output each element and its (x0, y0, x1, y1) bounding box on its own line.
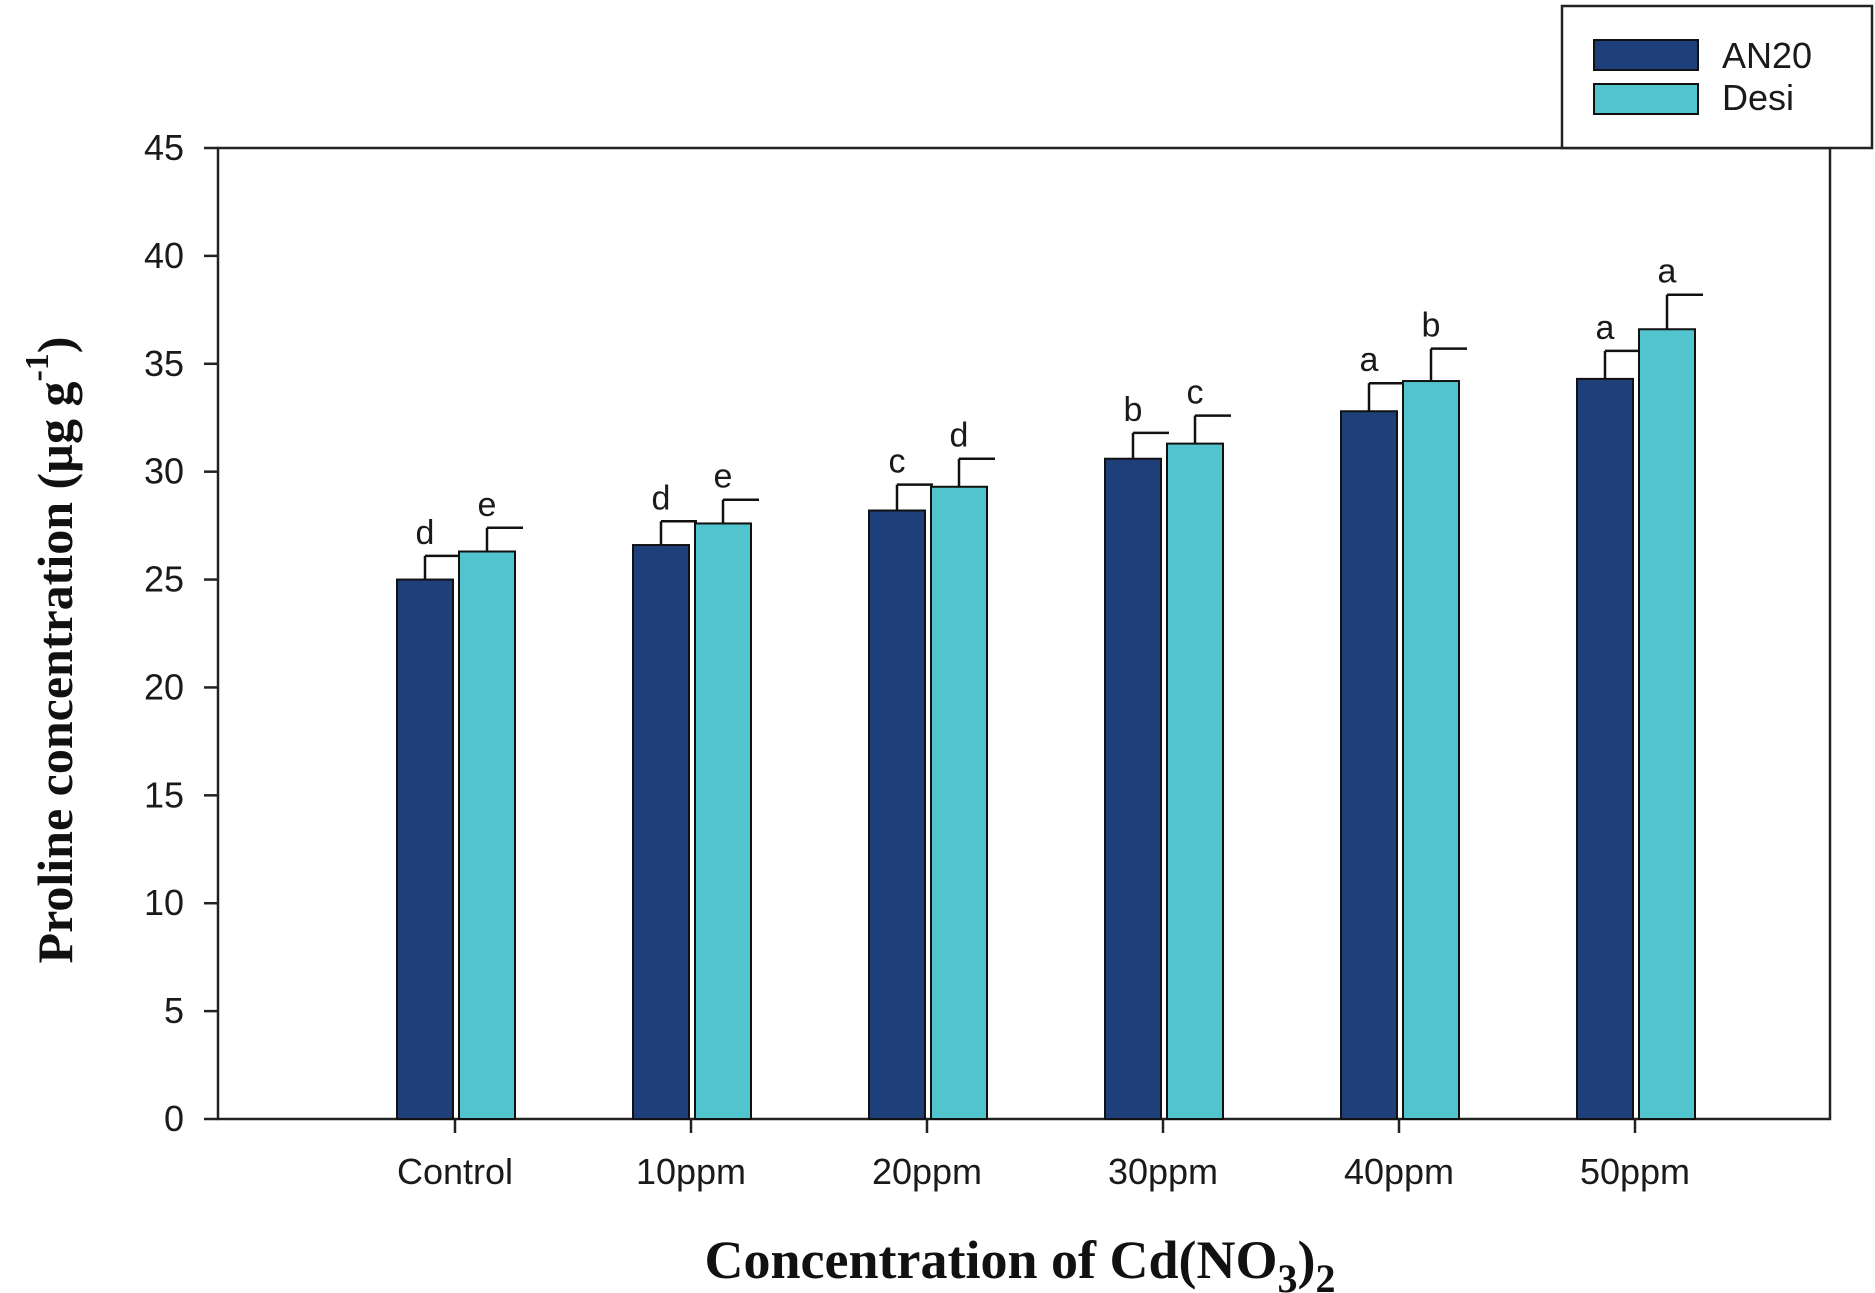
significance-letter-desi-30ppm: c (1187, 374, 1204, 412)
bar-an20-10ppm (632, 544, 690, 1120)
bar-desi-control (458, 550, 516, 1120)
y-tick-label-25: 25 (144, 559, 184, 600)
x-axis-title-sub-2: 2 (1315, 1256, 1335, 1293)
significance-letter-an20-50ppm: a (1596, 309, 1615, 347)
y-tick-label-5: 5 (164, 990, 184, 1031)
y-tick-label-35: 35 (144, 343, 184, 384)
x-tick-label-30ppm: 30ppm (1108, 1151, 1218, 1192)
legend-label-an20: AN20 (1722, 35, 1812, 76)
y-axis-title-close: ) (27, 337, 83, 354)
y-tick-label-0: 0 (164, 1098, 184, 1139)
bar-an20-50ppm (1576, 377, 1634, 1121)
x-tick-label-10ppm: 10ppm (636, 1151, 746, 1192)
x-tick-label-40ppm: 40ppm (1344, 1151, 1454, 1192)
bar-desi-20ppm (930, 485, 988, 1120)
x-axis-title: Concentration of Cd(NO3)2 (705, 1230, 1336, 1293)
legend-swatch-an20 (1593, 39, 1699, 71)
y-axis-title-main: Proline concentration (µg g (27, 382, 83, 964)
y-axis: 0 5 10 15 20 25 30 35 40 45 (144, 127, 218, 1139)
significance-letter-desi-20ppm: d (950, 417, 969, 455)
significance-letter-desi-10ppm: e (714, 458, 733, 496)
y-tick-label-20: 20 (144, 666, 184, 707)
y-tick-label-15: 15 (144, 774, 184, 815)
x-axis-title-main: Concentration of Cd(NO (705, 1230, 1278, 1290)
x-axis: Control 10ppm 20ppm 30ppm 40ppm 50ppm (397, 1119, 1690, 1192)
y-tick-label-30: 30 (144, 451, 184, 492)
y-axis-title: Proline concentration (µg g-1) (19, 337, 83, 964)
bar-an20-40ppm (1340, 410, 1398, 1120)
significance-letter-an20-10ppm: d (652, 479, 671, 517)
x-axis-title-sub-3: 3 (1277, 1256, 1297, 1293)
y-tick-label-10: 10 (144, 882, 184, 923)
bar-desi-30ppm (1166, 442, 1224, 1121)
y-tick-label-40: 40 (144, 235, 184, 276)
x-tick-label-20ppm: 20ppm (872, 1151, 982, 1192)
significance-letter-desi-40ppm: b (1422, 307, 1441, 345)
y-axis-title-superscript: -1 (19, 353, 56, 381)
legend-label-desi: Desi (1722, 77, 1794, 118)
bar-desi-10ppm (694, 522, 752, 1120)
bar-an20-20ppm (868, 509, 926, 1120)
significance-letter-an20-40ppm: a (1360, 341, 1379, 379)
significance-letter-an20-30ppm: b (1124, 391, 1143, 429)
significance-letter-an20-control: d (416, 514, 435, 552)
x-tick-label-50ppm: 50ppm (1580, 1151, 1690, 1192)
significance-letter-desi-50ppm: a (1658, 253, 1677, 291)
y-tick-label-45: 45 (144, 127, 184, 168)
bar-series-group: d e d e c d b c a b a a (396, 253, 1703, 1121)
bar-an20-30ppm (1104, 457, 1162, 1121)
legend: AN20 Desi (1560, 4, 1874, 150)
significance-letter-an20-20ppm: c (889, 443, 906, 481)
legend-swatch-desi (1593, 83, 1699, 115)
significance-letter-desi-control: e (478, 486, 497, 524)
bar-desi-40ppm (1402, 380, 1460, 1121)
bar-desi-50ppm (1638, 328, 1696, 1120)
x-axis-title-paren: ) (1297, 1230, 1315, 1290)
x-tick-label-control: Control (397, 1151, 513, 1192)
bar-an20-control (396, 578, 454, 1120)
plot-frame (216, 146, 1832, 1121)
legend-box (1560, 4, 1874, 150)
